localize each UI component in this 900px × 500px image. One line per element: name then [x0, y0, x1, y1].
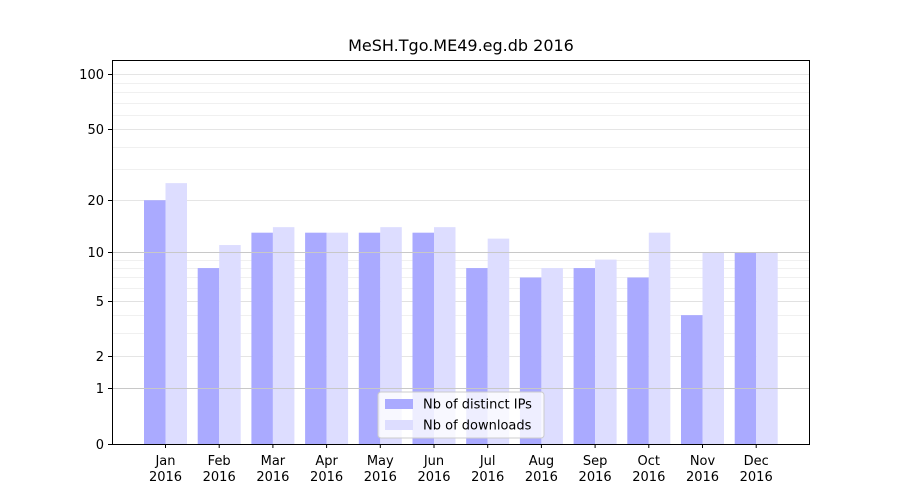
bar-ips: [735, 252, 757, 444]
bar-ips: [574, 268, 596, 444]
y-tick-label: 5: [96, 295, 104, 310]
x-tick-label-month: Feb: [208, 454, 231, 469]
bar-downloads: [649, 233, 671, 444]
y-tick-label: 0: [96, 438, 104, 453]
legend-swatch: [385, 420, 413, 430]
bar-ips: [359, 233, 381, 444]
x-tick-label-month: Oct: [638, 454, 660, 469]
x-tick-label-month: Sep: [583, 454, 608, 469]
legend-label: Nb of downloads: [423, 419, 532, 434]
y-tick-label: 50: [87, 123, 104, 138]
x-tick-label-year: 2016: [471, 470, 504, 485]
bar-downloads: [595, 260, 617, 444]
x-tick-label-year: 2016: [525, 470, 558, 485]
x-tick-label-month: Dec: [744, 454, 769, 469]
x-tick-label-year: 2016: [364, 470, 397, 485]
x-tick-label-year: 2016: [203, 470, 236, 485]
bar-downloads: [703, 252, 725, 444]
x-tick-label-month: Jun: [423, 454, 444, 469]
bar-downloads: [273, 227, 295, 444]
x-tick-label-year: 2016: [740, 470, 773, 485]
y-tick-label: 10: [87, 246, 104, 261]
bar-downloads: [327, 233, 349, 444]
bar-downloads: [166, 183, 188, 444]
x-tick-label-year: 2016: [149, 470, 182, 485]
legend-swatch: [385, 399, 413, 409]
bar-downloads: [756, 252, 778, 444]
x-tick-label-year: 2016: [256, 470, 289, 485]
legend: Nb of distinct IPs Nb of downloads: [378, 392, 544, 438]
bar-ips: [144, 200, 166, 444]
chart-title: MeSH.Tgo.ME49.eg.db 2016: [348, 36, 574, 55]
y-tick-label: 2: [96, 350, 104, 365]
x-tick-label-year: 2016: [417, 470, 450, 485]
x-tick-label-year: 2016: [686, 470, 719, 485]
bar-ips: [198, 268, 220, 444]
y-tick-label: 1: [96, 382, 104, 397]
bar-ips: [681, 315, 703, 444]
x-tick-label-month: Nov: [690, 454, 716, 469]
y-tick-label: 20: [87, 194, 104, 209]
x-tick-label-month: Jan: [154, 454, 175, 469]
y-tick-label: 100: [79, 68, 104, 83]
x-tick-label-year: 2016: [632, 470, 665, 485]
x-tick-label-month: Mar: [261, 454, 286, 469]
bar-ips: [251, 233, 273, 444]
bar-downloads: [541, 268, 563, 444]
x-tick-label-month: Aug: [529, 454, 554, 469]
x-tick-label-month: Jul: [479, 454, 496, 469]
bar-ips: [627, 277, 649, 444]
x-tick-label-year: 2016: [579, 470, 612, 485]
bar-downloads: [219, 245, 241, 444]
x-tick-label-year: 2016: [310, 470, 343, 485]
x-tick-label-month: Apr: [315, 454, 338, 469]
bar-ips: [305, 233, 327, 444]
legend-label: Nb of distinct IPs: [423, 398, 532, 413]
x-tick-label-month: May: [367, 454, 394, 469]
